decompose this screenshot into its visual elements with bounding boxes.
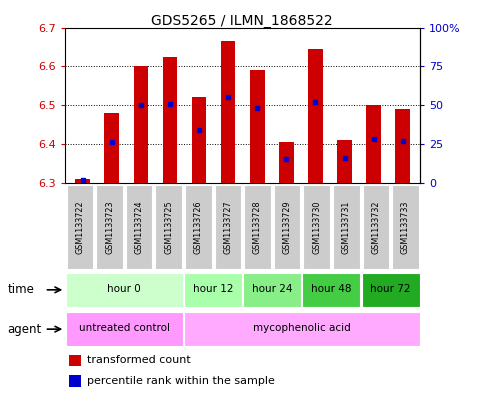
- Text: hour 72: hour 72: [370, 284, 411, 294]
- Text: GSM1133724: GSM1133724: [135, 200, 143, 254]
- Text: transformed count: transformed count: [86, 356, 190, 365]
- Text: hour 12: hour 12: [193, 284, 233, 294]
- Text: GSM1133723: GSM1133723: [105, 200, 114, 254]
- Text: GSM1133725: GSM1133725: [164, 200, 173, 254]
- Bar: [214, 185, 241, 269]
- Text: GSM1133731: GSM1133731: [342, 200, 351, 253]
- Text: GSM1133728: GSM1133728: [253, 200, 262, 254]
- Text: GSM1133730: GSM1133730: [312, 200, 321, 253]
- Text: agent: agent: [7, 323, 42, 336]
- Bar: [392, 185, 419, 269]
- Bar: [279, 142, 294, 183]
- Bar: [308, 49, 323, 183]
- Bar: [243, 273, 301, 307]
- Text: GSM1133732: GSM1133732: [371, 200, 380, 254]
- Bar: [126, 185, 153, 269]
- Bar: [244, 185, 271, 269]
- Text: GDS5265 / ILMN_1868522: GDS5265 / ILMN_1868522: [151, 14, 332, 28]
- Bar: [156, 185, 182, 269]
- Text: GSM1133729: GSM1133729: [283, 200, 292, 254]
- Bar: [363, 185, 389, 269]
- Bar: [337, 140, 352, 183]
- Bar: [250, 70, 265, 183]
- Bar: [134, 66, 148, 183]
- Bar: [192, 97, 206, 183]
- Bar: [303, 185, 330, 269]
- Bar: [66, 312, 183, 346]
- Bar: [184, 312, 420, 346]
- Bar: [163, 57, 177, 183]
- Bar: [362, 273, 420, 307]
- Bar: [104, 113, 119, 183]
- Bar: [396, 109, 410, 183]
- Bar: [274, 185, 300, 269]
- Bar: [367, 105, 381, 183]
- Bar: [302, 273, 360, 307]
- Bar: [96, 185, 123, 269]
- Bar: [221, 41, 235, 183]
- Text: untreated control: untreated control: [79, 323, 170, 333]
- Text: GSM1133733: GSM1133733: [401, 200, 410, 253]
- Bar: [69, 355, 81, 366]
- Text: hour 48: hour 48: [311, 284, 352, 294]
- Bar: [75, 179, 90, 183]
- Text: GSM1133722: GSM1133722: [75, 200, 85, 254]
- Text: hour 24: hour 24: [252, 284, 293, 294]
- Text: GSM1133726: GSM1133726: [194, 200, 203, 254]
- Text: time: time: [7, 283, 34, 296]
- Bar: [333, 185, 359, 269]
- Text: GSM1133727: GSM1133727: [224, 200, 232, 254]
- Text: mycophenolic acid: mycophenolic acid: [253, 323, 351, 333]
- Bar: [66, 273, 183, 307]
- Bar: [67, 185, 93, 269]
- Text: hour 0: hour 0: [108, 284, 141, 294]
- Text: percentile rank within the sample: percentile rank within the sample: [86, 376, 274, 386]
- Bar: [185, 185, 212, 269]
- Bar: [184, 273, 242, 307]
- Bar: [69, 375, 81, 387]
